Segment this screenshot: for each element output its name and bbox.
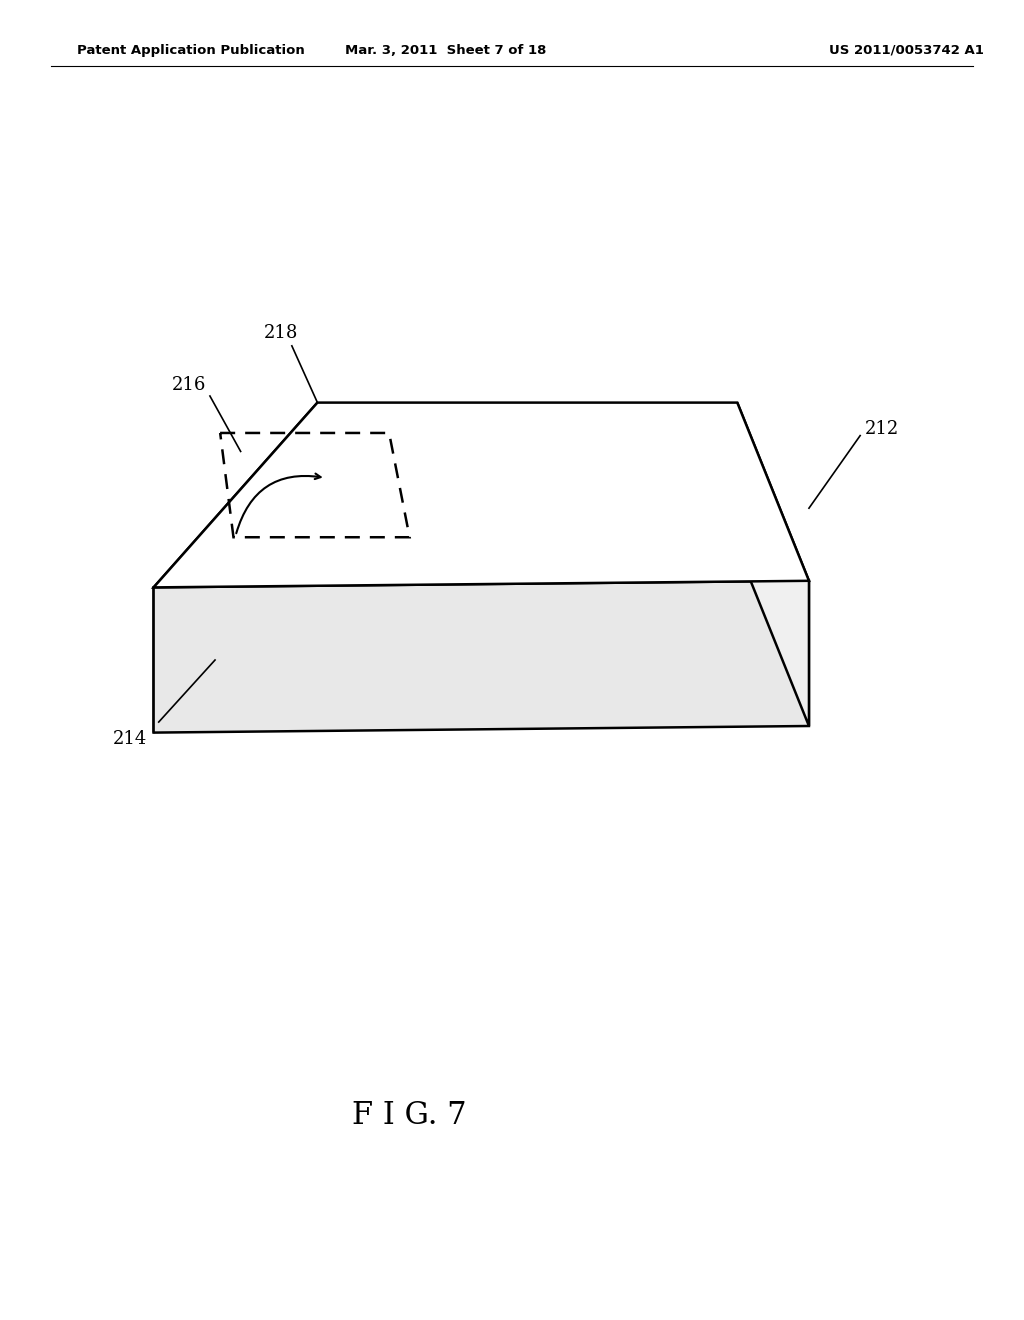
Text: Patent Application Publication: Patent Application Publication — [77, 44, 304, 57]
Text: 214: 214 — [113, 730, 146, 748]
Text: 218: 218 — [264, 323, 299, 342]
Polygon shape — [154, 403, 809, 587]
Polygon shape — [154, 581, 809, 733]
Text: F I G. 7: F I G. 7 — [352, 1100, 467, 1131]
Polygon shape — [737, 403, 809, 726]
Text: US 2011/0053742 A1: US 2011/0053742 A1 — [828, 44, 984, 57]
Polygon shape — [154, 403, 317, 733]
Text: Mar. 3, 2011  Sheet 7 of 18: Mar. 3, 2011 Sheet 7 of 18 — [345, 44, 546, 57]
Text: 212: 212 — [865, 420, 899, 438]
Text: 216: 216 — [172, 376, 207, 395]
